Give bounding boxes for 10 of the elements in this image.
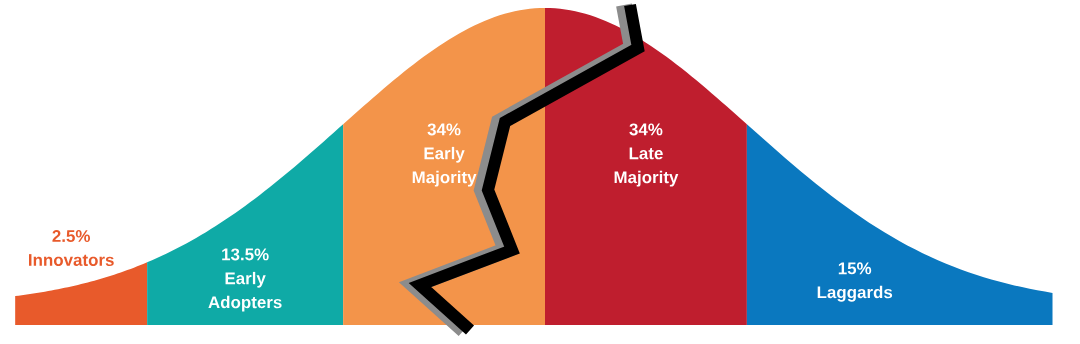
data-label: 13.5% [222, 248, 269, 261]
category-label: Late Majority [614, 147, 679, 187]
category-label: Innovators [29, 254, 114, 266]
category-label: Laggards [817, 285, 893, 302]
data-label: 34% [629, 123, 663, 136]
data-label: 2.5% [52, 230, 90, 243]
category-label: Early Adopters [208, 271, 282, 312]
category-label: Early Majority [412, 146, 477, 187]
data-label: 34% [427, 123, 461, 136]
data-label: 15% [838, 262, 872, 275]
